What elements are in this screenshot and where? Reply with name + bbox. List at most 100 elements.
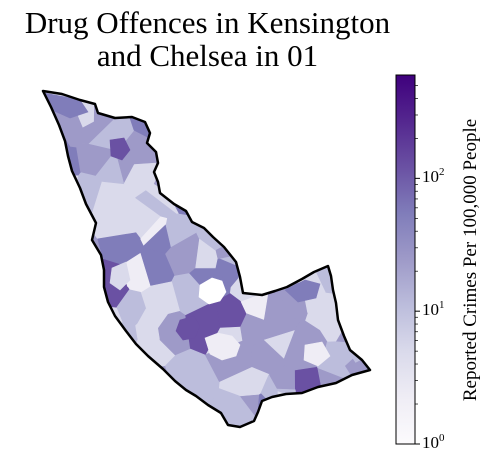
neighbourhood-region [43,152,54,211]
colorbar-tick-label: 102 [422,166,445,187]
neighbourhood-region [344,301,370,344]
neighbourhood-region [288,219,320,252]
neighbourhood-region [317,111,359,149]
neighbourhood-region [43,377,50,406]
neighbourhood-region [322,386,348,397]
neighbourhood-region [271,259,293,288]
neighbourhood-region [292,100,324,148]
neighbourhood-region [43,110,50,155]
colorbar-tick-label: 101 [422,299,445,320]
colorbar-tick-label: 100 [422,432,445,452]
neighbourhood-region [321,147,357,181]
neighbourhood-region [127,91,193,109]
neighbourhood-regions [43,91,370,427]
neighbourhood-region [43,255,105,297]
neighbourhood-region [230,115,266,155]
colorbar [395,74,416,445]
neighbourhood-region [83,378,106,424]
neighbourhood-region [45,146,81,176]
neighbourhood-region [340,381,370,419]
colorbar-label: Reported Crimes Per 100,000 People [460,118,481,402]
neighbourhood-region [346,91,370,112]
neighbourhood-region [256,146,287,195]
neighbourhood-region [354,420,370,427]
neighbourhood-region [344,192,370,240]
neighbourhood-region [303,341,331,367]
neighbourhood-region [43,202,93,263]
neighbourhood-region [129,378,172,427]
neighbourhood-region [239,113,276,152]
neighbourhood-region [239,160,258,192]
neighbourhood-region [354,91,370,139]
map-title-line-2: and Chelsea in 01 [96,38,319,73]
neighbourhood-region [264,214,280,244]
neighbourhood-region [340,405,369,427]
neighbourhood-region [255,254,275,276]
neighbourhood-region [173,142,194,172]
neighbourhood-region [43,293,98,347]
map-title-line-1: Drug Offences in Kensington [24,5,391,40]
neighbourhood-region [294,366,322,401]
neighbourhood-region [284,279,321,303]
neighbourhood-region [277,197,313,223]
neighbourhood-region [303,185,346,223]
neighbourhood-region [200,134,234,165]
neighbourhood-region [273,397,310,427]
neighbourhood-region [314,91,351,114]
neighbourhood-region [344,261,370,303]
neighbourhood-region [293,145,326,188]
neighbourhood-region [58,384,84,427]
neighbourhood-region [254,91,290,127]
neighbourhood-region [263,330,295,359]
neighbourhood-region [192,111,235,139]
neighbourhood-region [225,91,273,117]
neighbourhood-region [191,138,218,180]
neighbourhood-region [252,241,282,262]
neighbourhood-region [358,197,370,262]
colorbar-ticks [415,85,420,445]
neighbourhood-region [275,242,318,265]
neighbourhood-region [165,103,198,137]
neighbourhood-region [273,113,311,157]
neighbourhood-region [238,245,260,278]
neighbourhood-region [175,127,202,156]
neighbourhood-region [58,330,89,371]
neighbourhood-region [43,231,103,270]
neighbourhood-region [326,133,367,178]
neighbourhood-region [348,252,370,304]
neighbourhood-region [87,326,117,371]
neighbourhood-region [347,339,370,363]
neighbourhood-region [330,96,359,126]
neighbourhood-region [355,137,370,199]
neighbourhood-region [241,150,261,185]
neighbourhood-region [175,315,201,341]
neighbourhood-region [93,91,130,123]
neighbourhood-region [315,231,365,264]
neighbourhood-region [80,119,114,145]
borough-boundary [41,89,372,429]
neighbourhood-region [270,215,291,246]
neighbourhood-region [109,137,131,161]
neighbourhood-region [109,261,131,291]
neighbourhood-region [204,332,241,361]
neighbourhood-region [284,409,322,427]
neighbourhood-region [103,369,133,427]
neighbourhood-region [259,152,295,196]
neighbourhood-region [325,394,342,418]
neighbourhood-region [70,405,136,427]
neighbourhood-region [135,323,160,340]
neighbourhood-region [239,209,270,250]
neighbourhood-region [43,397,60,427]
neighbourhood-region [359,383,370,425]
neighbourhood-region [271,91,318,115]
neighbourhood-region [317,171,363,202]
neighbourhood-region [177,170,215,212]
neighbourhood-region [43,173,79,209]
neighbourhood-region [355,344,370,389]
neighbourhood-region [54,347,113,386]
neighbourhood-region [188,91,231,117]
neighbourhood-region [140,216,168,246]
neighbourhood-region [43,367,66,416]
neighbourhood-region [314,201,346,244]
